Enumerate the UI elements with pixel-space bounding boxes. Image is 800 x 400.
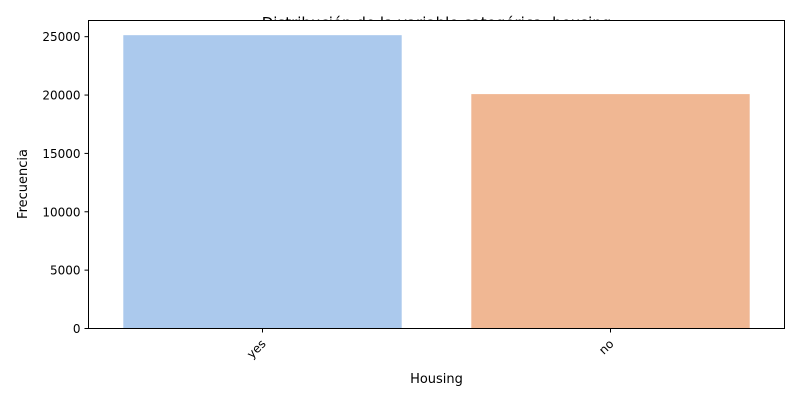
- x-axis: yes no: [244, 329, 617, 362]
- x-tick-label-yes: yes: [244, 337, 269, 362]
- x-axis-label: Housing: [410, 372, 463, 387]
- y-tick-label-20000: 20000: [42, 89, 80, 103]
- y-tick-label-5000: 5000: [50, 264, 81, 278]
- y-axis: 0 5000 10000 15000 20000 25000: [42, 30, 88, 336]
- y-tick-label-25000: 25000: [42, 30, 80, 44]
- x-tick-label-no: no: [596, 337, 616, 357]
- bar-yes: [123, 35, 401, 328]
- y-tick-label-15000: 15000: [42, 147, 80, 161]
- bar-no: [471, 94, 749, 328]
- y-tick-label-0: 0: [73, 322, 81, 336]
- y-axis-label: Frecuencia: [16, 149, 31, 219]
- y-tick-label-10000: 10000: [42, 205, 80, 219]
